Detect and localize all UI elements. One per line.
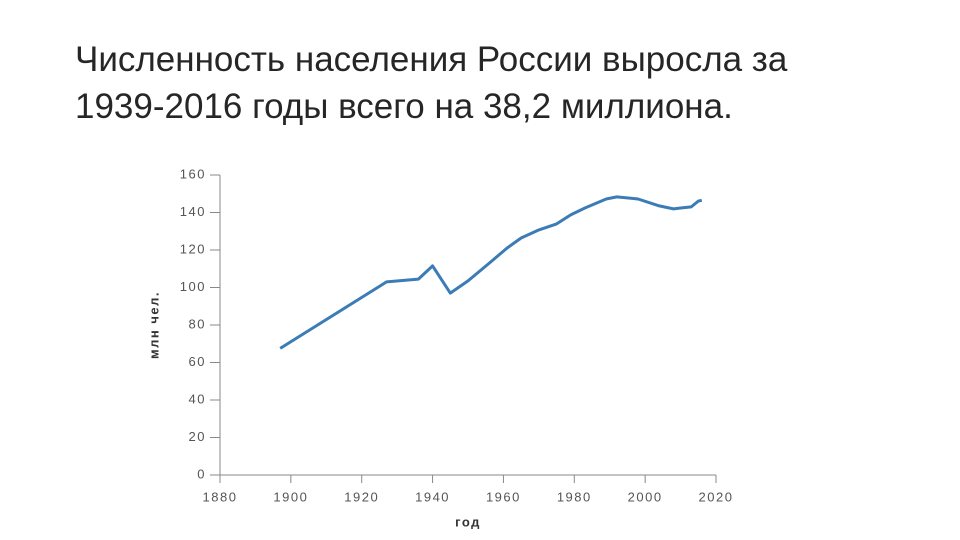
y-tick-label: 20 — [189, 429, 206, 444]
x-tick-label: 1940 — [415, 489, 450, 504]
y-tick-label: 80 — [189, 316, 206, 331]
x-tick-label: 1980 — [557, 489, 592, 504]
slide-title: Численность населения России выросла за … — [75, 40, 788, 126]
x-tick-label: 1900 — [273, 489, 308, 504]
data-line — [279, 195, 703, 350]
y-tick-label: 0 — [197, 466, 206, 481]
x-tick-label: 1920 — [344, 489, 379, 504]
y-tick-label: 100 — [180, 279, 206, 294]
y-tick-label: 60 — [189, 354, 206, 369]
y-tick-label: 40 — [189, 391, 206, 406]
y-tick-label: 120 — [180, 241, 206, 256]
y-axis-label: млн чел. — [146, 291, 161, 359]
x-tick-label: 2020 — [699, 489, 734, 504]
x-axis-label: год — [455, 514, 481, 529]
x-tick-label: 1960 — [486, 489, 521, 504]
y-tick-label: 140 — [180, 204, 206, 219]
y-tick-label: 160 — [180, 166, 206, 181]
x-tick-label: 1880 — [203, 489, 238, 504]
x-tick-label: 2000 — [628, 489, 663, 504]
